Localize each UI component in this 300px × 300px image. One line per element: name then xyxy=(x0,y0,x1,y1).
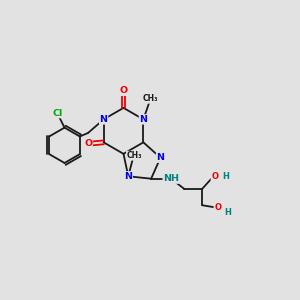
Text: O: O xyxy=(214,203,221,212)
Text: Cl: Cl xyxy=(52,109,62,118)
Text: N: N xyxy=(100,115,108,124)
Text: N: N xyxy=(124,172,132,181)
Text: CH₃: CH₃ xyxy=(126,151,142,160)
Text: CH₃: CH₃ xyxy=(143,94,158,103)
Text: O: O xyxy=(84,139,92,148)
Text: O: O xyxy=(211,172,218,181)
Text: NH: NH xyxy=(163,174,179,183)
Text: H: H xyxy=(222,172,229,181)
Text: N: N xyxy=(157,153,164,162)
Text: O: O xyxy=(119,86,128,95)
Text: H: H xyxy=(224,208,231,217)
Text: N: N xyxy=(140,115,147,124)
